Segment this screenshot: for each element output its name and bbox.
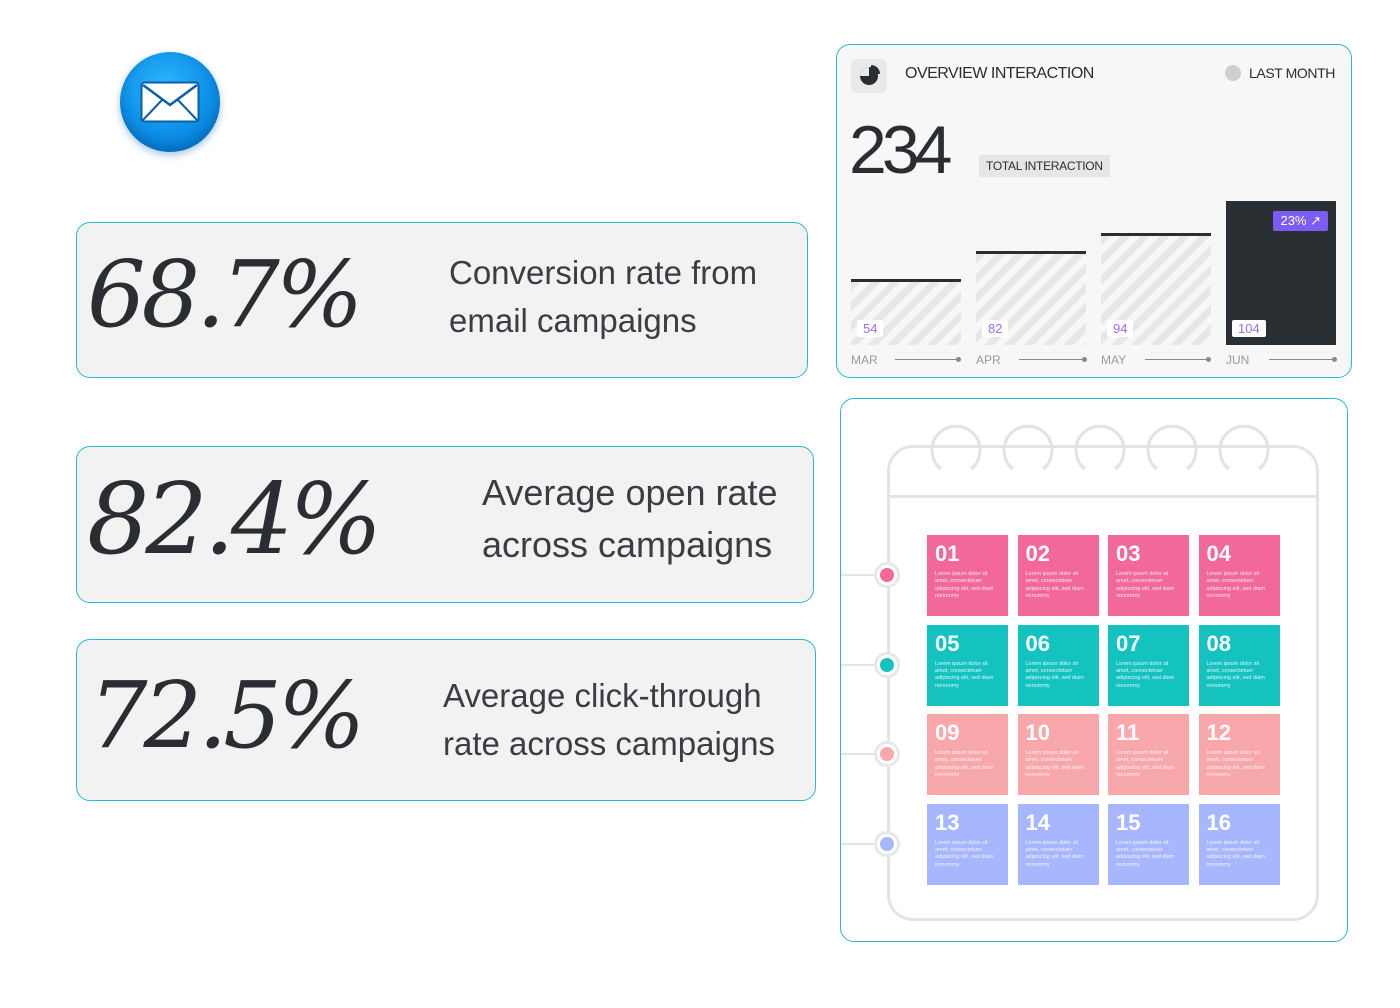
calendar-day-text: Lorem ipsum dolor sit amet, consectetuer… bbox=[1116, 660, 1175, 689]
row-marker-stem bbox=[841, 663, 875, 666]
bar-mar: 54 bbox=[851, 279, 961, 345]
stat-card-conversion: 68.7% Conversion rate from email campaig… bbox=[76, 222, 808, 378]
period-selector[interactable]: LAST MONTH bbox=[1225, 65, 1335, 81]
calendar-day-text: Lorem ipsum dolor sit amet, consectetuer… bbox=[935, 839, 994, 868]
total-interaction-label: TOTAL INTERACTION bbox=[979, 155, 1110, 177]
calendar-day-text: Lorem ipsum dolor sit amet, consectetuer… bbox=[935, 571, 994, 600]
axis-line bbox=[895, 357, 961, 362]
bar-value: 104 bbox=[1232, 320, 1266, 337]
calendar-day-number: 06 bbox=[1025, 630, 1050, 656]
calendar-day-number: 09 bbox=[935, 720, 960, 745]
calendar-day-text: Lorem ipsum dolor sit amet, consectetuer… bbox=[1206, 660, 1265, 689]
calendar-day-number: 10 bbox=[1025, 720, 1050, 745]
calendar-day-text: Lorem ipsum dolor sit amet, consectetuer… bbox=[1116, 750, 1175, 779]
axis-line bbox=[1269, 357, 1337, 362]
calendar-day-tile: 15 Lorem ipsum dolor sit amet, consectetu… bbox=[1108, 803, 1189, 885]
bar-value: 82 bbox=[982, 320, 1009, 337]
row-marker-stem bbox=[841, 574, 875, 576]
calendar-day-tile: 11 Lorem ipsum dolor sit amet, consectetu… bbox=[1108, 714, 1189, 795]
calendar-day-number: 08 bbox=[1206, 630, 1231, 656]
stat-label: Average click-through rate across campai… bbox=[443, 677, 775, 762]
calendar-day-tile: 07 Lorem ipsum dolor sit amet, consectetu… bbox=[1108, 624, 1189, 706]
calendar-day-text: Lorem ipsum dolor sit amet, consectetuer… bbox=[1025, 750, 1084, 779]
calendar-day-number: 04 bbox=[1206, 541, 1231, 566]
stat-value: 72.5% bbox=[89, 662, 365, 769]
calendar-day-tile: 13 Lorem ipsum dolor sit amet, consectetu… bbox=[927, 803, 1008, 885]
calendar-day-tile: 01 Lorem ipsum dolor sit amet, consectetu… bbox=[927, 535, 1008, 616]
calendar-day-number: 11 bbox=[1116, 720, 1140, 745]
calendar-day-text: Lorem ipsum dolor sit amet, consectetuer… bbox=[1206, 839, 1265, 868]
axis-label-may: MAY bbox=[1101, 353, 1127, 367]
stat-card-open-rate: 82.4% Average open rate across campaigns bbox=[76, 446, 814, 603]
calendar-day-tile: 04 Lorem ipsum dolor sit amet, consectetu… bbox=[1198, 535, 1280, 616]
calendar-day-number: 15 bbox=[1116, 809, 1141, 835]
total-interaction-value: 234 bbox=[849, 112, 952, 188]
row-marker-dot bbox=[874, 651, 900, 678]
calendar-day-text: Lorem ipsum dolor sit amet, consectetuer… bbox=[935, 750, 994, 779]
overview-interaction-card: OVERVIEW INTERACTION LAST MONTH 234 TOTA… bbox=[836, 44, 1352, 378]
calendar-day-number: 14 bbox=[1025, 809, 1050, 835]
calendar-body bbox=[887, 445, 1319, 921]
email-badge bbox=[120, 52, 220, 152]
calendar-day-number: 12 bbox=[1206, 720, 1231, 745]
calendar-rings-icon bbox=[930, 424, 1270, 471]
bar-value: 94 bbox=[1107, 320, 1134, 337]
stat-value: 82.4% bbox=[87, 463, 382, 577]
row-marker-dot bbox=[874, 562, 900, 588]
period-label: LAST MONTH bbox=[1249, 65, 1335, 81]
bar-may: 94 bbox=[1101, 233, 1211, 345]
calendar-day-text: Lorem ipsum dolor sit amet, consectetuer… bbox=[1206, 750, 1265, 779]
overview-title: OVERVIEW INTERACTION bbox=[905, 65, 1094, 82]
period-dot-icon bbox=[1225, 65, 1241, 81]
calendar-day-tile: 03 Lorem ipsum dolor sit amet, consectetu… bbox=[1108, 535, 1189, 616]
calendar-day-tile: 12 Lorem ipsum dolor sit amet, consectetu… bbox=[1198, 714, 1280, 795]
calendar-day-number: 16 bbox=[1206, 809, 1231, 835]
calendar-day-tile: 16 Lorem ipsum dolor sit amet, consectetu… bbox=[1198, 803, 1280, 885]
row-marker-stem bbox=[841, 753, 875, 755]
calendar-card: 01 Lorem ipsum dolor sit amet, consectetu… bbox=[840, 398, 1348, 942]
stat-card-click-through: 72.5% Average click-through rate across … bbox=[76, 639, 816, 801]
axis-label-mar: MAR bbox=[851, 353, 878, 367]
pie-chart-icon bbox=[851, 59, 887, 93]
calendar-day-tile: 06 Lorem ipsum dolor sit amet, consectetu… bbox=[1017, 624, 1099, 706]
calendar-day-number: 13 bbox=[935, 809, 960, 835]
calendar-header-divider bbox=[887, 495, 1319, 498]
stat-label: Conversion rate from email campaigns bbox=[449, 254, 758, 339]
row-marker-stem bbox=[841, 842, 875, 845]
calendar-day-tile: 10 Lorem ipsum dolor sit amet, consectetu… bbox=[1017, 714, 1099, 795]
calendar-day-tile: 09 Lorem ipsum dolor sit amet, consectetu… bbox=[927, 714, 1008, 795]
calendar-day-text: Lorem ipsum dolor sit amet, consectetuer… bbox=[1206, 571, 1265, 600]
stat-label: Average open rate across campaigns bbox=[482, 472, 778, 566]
calendar-day-number: 03 bbox=[1116, 541, 1141, 566]
calendar-day-text: Lorem ipsum dolor sit amet, consectetuer… bbox=[1025, 839, 1084, 868]
row-marker-dot bbox=[874, 830, 900, 857]
calendar-day-text: Lorem ipsum dolor sit amet, consectetuer… bbox=[935, 660, 994, 689]
axis-label-apr: APR bbox=[976, 353, 1001, 367]
stat-value: 68.7% bbox=[87, 241, 363, 348]
axis-label-jun: JUN bbox=[1226, 353, 1250, 367]
calendar-day-tile: 02 Lorem ipsum dolor sit amet, consectetu… bbox=[1017, 535, 1099, 616]
bar-value: 54 bbox=[857, 320, 884, 337]
calendar-day-tile: 05 Lorem ipsum dolor sit amet, consectetu… bbox=[927, 624, 1008, 706]
calendar-day-number: 05 bbox=[935, 630, 960, 656]
axis-line bbox=[1145, 357, 1211, 362]
calendar-day-text: Lorem ipsum dolor sit amet, consectetuer… bbox=[1025, 660, 1084, 689]
calendar-day-number: 02 bbox=[1025, 541, 1050, 566]
calendar-day-text: Lorem ipsum dolor sit amet, consectetuer… bbox=[1116, 839, 1175, 868]
calendar-day-tile: 14 Lorem ipsum dolor sit amet, consectetu… bbox=[1017, 803, 1099, 885]
calendar-day-text: Lorem ipsum dolor sit amet, consectetuer… bbox=[1025, 571, 1084, 600]
envelope-icon bbox=[140, 81, 200, 123]
calendar-day-text: Lorem ipsum dolor sit amet, consectetuer… bbox=[1116, 571, 1175, 600]
row-marker-dot bbox=[874, 741, 900, 767]
bar-apr: 82 bbox=[976, 251, 1086, 345]
growth-badge: 23% ↗ bbox=[1273, 211, 1328, 231]
bar-jun: 23% ↗ 104 bbox=[1226, 201, 1336, 345]
axis-line bbox=[1019, 357, 1087, 362]
calendar-day-number: 01 bbox=[935, 541, 960, 566]
calendar-day-number: 07 bbox=[1116, 630, 1141, 656]
calendar-day-tile: 08 Lorem ipsum dolor sit amet, consectetu… bbox=[1198, 624, 1280, 706]
